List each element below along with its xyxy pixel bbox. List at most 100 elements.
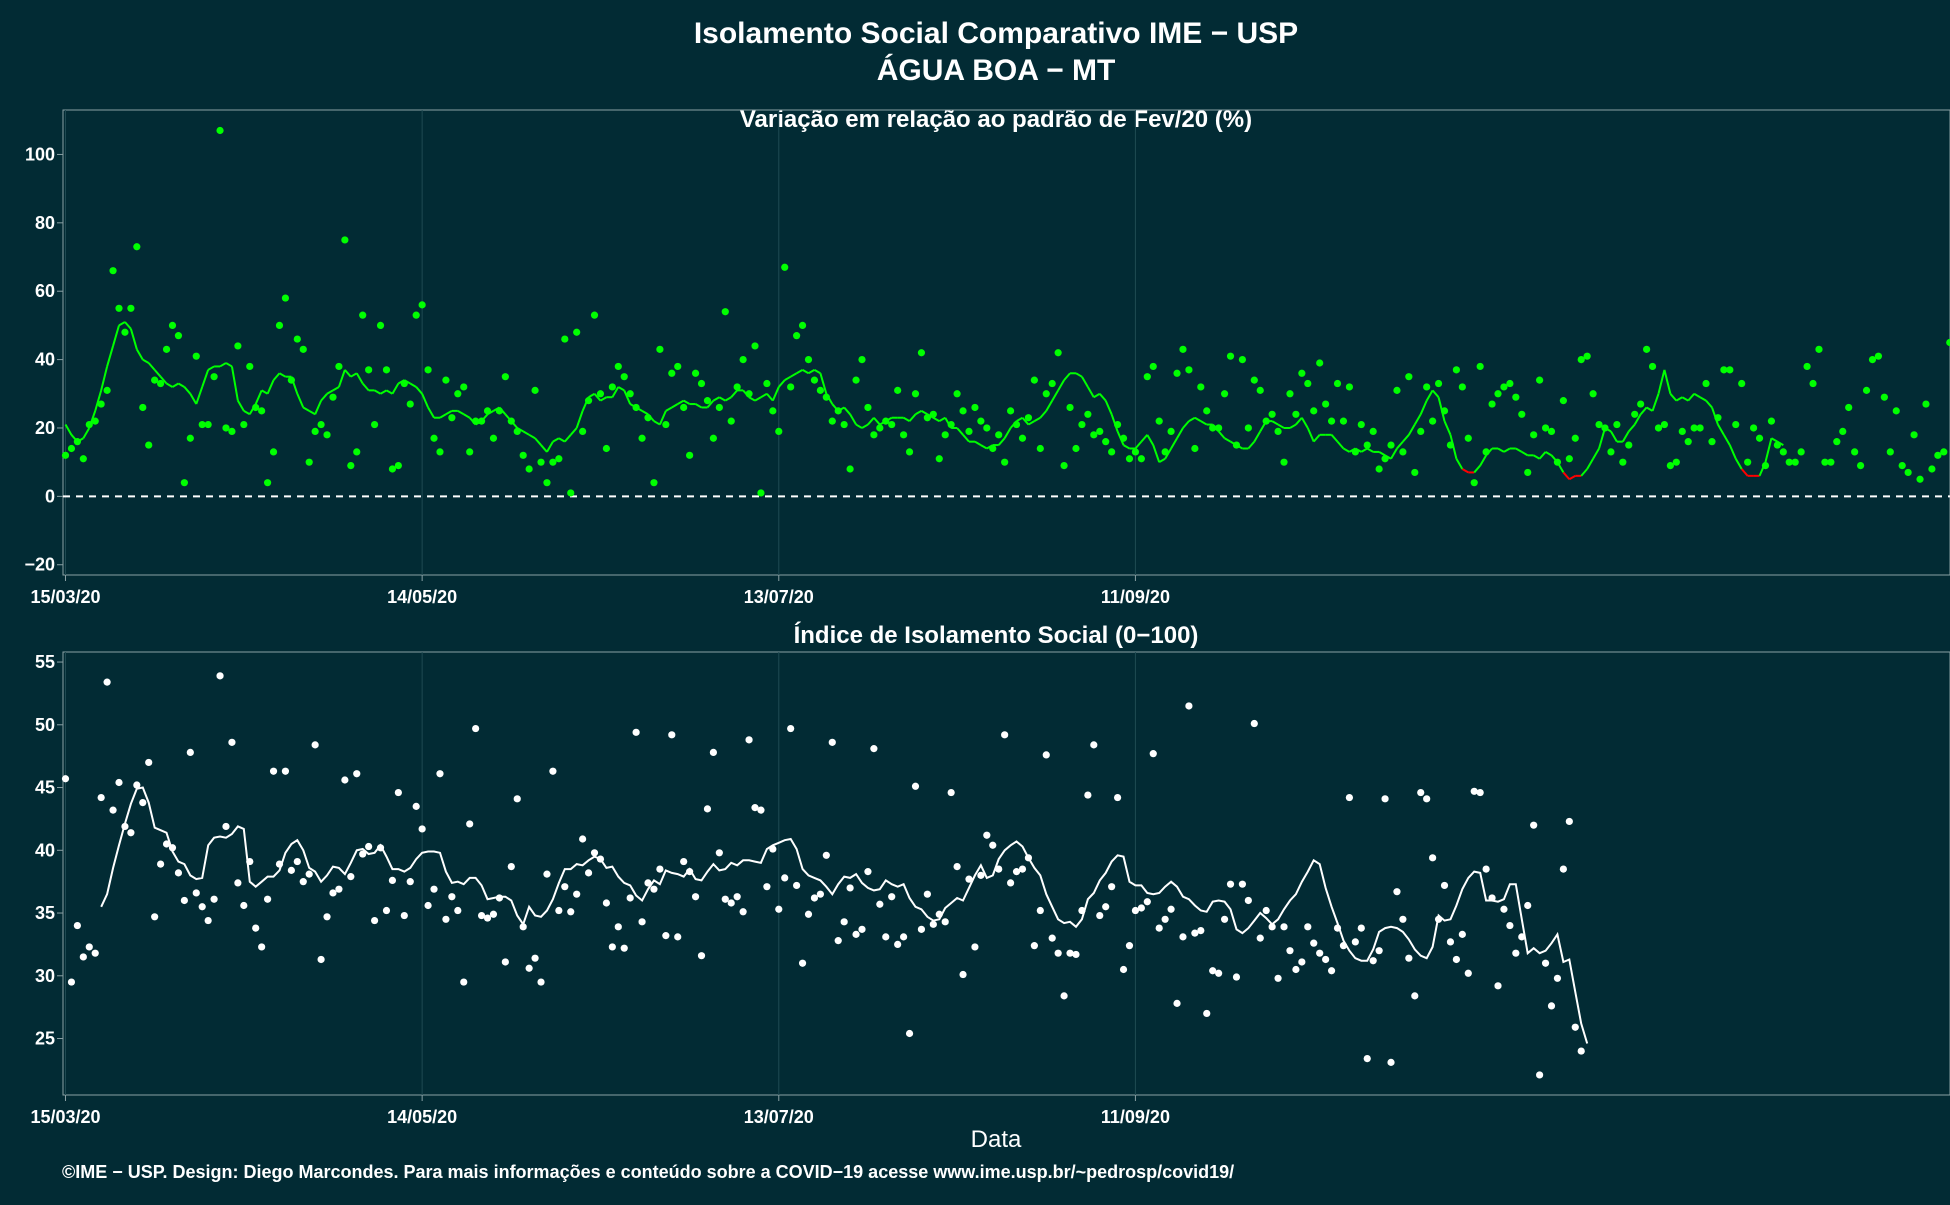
moving-average-segment [808,368,815,375]
variation-point [1363,441,1371,449]
variation-point [1060,461,1068,470]
index-point [91,949,99,957]
index-point [650,885,658,893]
index-point [929,920,937,928]
index-point [180,896,188,905]
moving-average-segment [1253,430,1262,443]
index-point [252,924,260,932]
variation-point [1856,461,1865,470]
variation-point [1773,441,1781,449]
moving-average-segment [254,389,263,405]
variation-point [115,304,123,312]
moving-average-segment [1289,423,1297,429]
index-point [662,932,670,940]
index-point [222,822,230,831]
index-point [1113,793,1122,802]
variation-point [1316,359,1324,367]
index-point [1440,881,1449,890]
index-point [246,857,254,866]
index-point [263,895,272,903]
moving-average-segment [724,396,732,402]
variation-point [1345,383,1354,391]
index-point [370,916,379,925]
index-point [977,871,985,879]
moving-average-segment [903,416,911,423]
moving-average-segment [1455,458,1464,470]
index-point [727,899,735,907]
index-point [186,748,194,756]
variation-point [1898,461,1906,470]
moving-average-segment [802,368,809,375]
moving-average-segment [278,372,286,378]
moving-average-segment [380,389,387,395]
index-point [989,841,997,849]
moving-average-segment [1473,464,1481,474]
variation-point [1024,414,1033,422]
index-point [436,770,444,778]
index-point [1506,921,1514,930]
x-tick-label: 11/09/20 [1101,1107,1170,1127]
moving-average-segment [819,372,828,395]
index-point [614,923,622,931]
moving-average-segment [171,382,179,388]
moving-average-segment [1545,451,1552,457]
moving-average-segment [1366,447,1374,453]
moving-average-segment [932,416,940,423]
variation-point [579,427,587,435]
index-point [1458,930,1466,938]
moving-average-segment [1717,424,1725,436]
moving-average-segment [1521,451,1529,457]
variation-point [1541,424,1550,432]
y-tick-label: 45 [35,778,55,798]
index-point [210,895,218,903]
moving-average-segment [64,424,73,436]
index-point [388,876,397,885]
variation-point [323,431,331,439]
moving-average-segment [1633,413,1642,426]
moving-average-segment [558,437,566,443]
moving-average-segment [219,362,227,368]
moving-average-segment [1158,457,1166,464]
moving-average-segment [974,440,982,446]
moving-average-segment [980,444,988,450]
variation-point [1595,420,1603,429]
variation-point [733,383,741,391]
variation-point [1767,417,1776,425]
index-point [1536,1071,1544,1079]
y-tick-label: −20 [24,555,55,575]
variation-point [1256,386,1264,394]
variation-point [1096,427,1104,435]
index-point [1292,965,1300,974]
index-point [472,724,480,733]
variation-point [1809,379,1817,388]
index-point [781,874,789,882]
variation-point [139,403,147,412]
x-tick-label: 13/07/20 [744,1107,814,1127]
moving-average-segment [546,441,554,453]
variation-point [840,420,848,429]
variation-point [983,424,991,432]
variation-point [870,431,878,439]
variation-point [715,403,723,412]
index-point [995,865,1003,873]
index-point [894,940,902,949]
moving-average-segment [784,375,792,381]
index-point [198,903,206,911]
variation-point [1018,434,1027,442]
y-tick-label: 0 [45,486,55,506]
index-point [513,795,521,803]
index-point [555,906,563,915]
index-point [1446,938,1455,946]
variation-point [816,386,824,394]
moving-average-segment [1123,444,1130,450]
index-point [287,866,295,874]
variation-point [1660,420,1669,429]
moving-average-segment [1681,396,1689,402]
index-point [1286,947,1294,955]
index-point [477,911,486,920]
variation-point [109,267,117,275]
variation-point [911,390,920,398]
variation-point [537,458,545,466]
index-point [596,855,605,863]
